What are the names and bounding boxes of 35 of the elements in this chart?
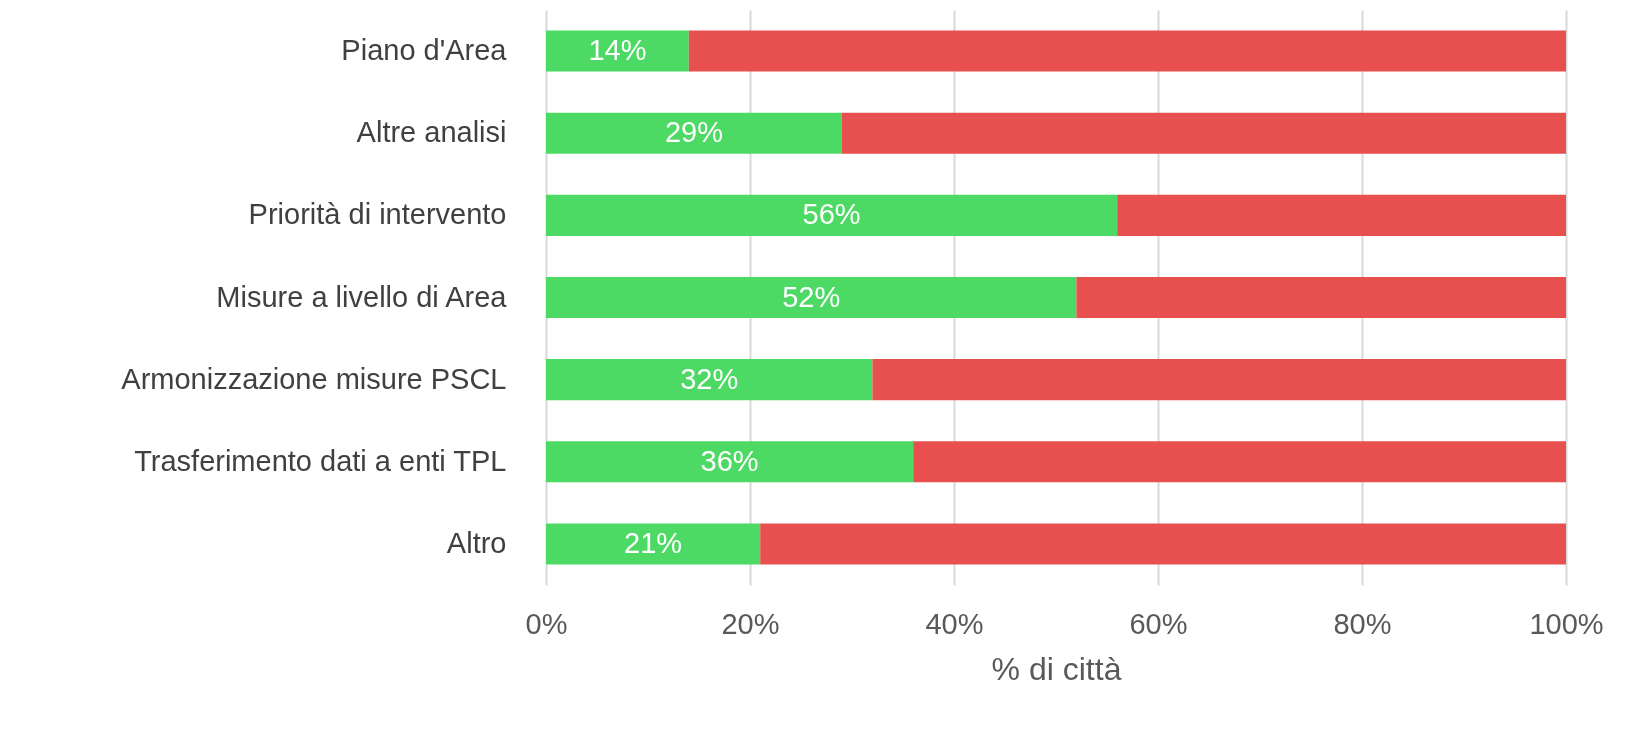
bar [546, 194, 1118, 236]
x-tick-label: 40% [925, 607, 984, 640]
x-tick-label: 60% [1129, 607, 1188, 640]
x-tick-label: 0% [525, 607, 568, 640]
bar [546, 276, 1077, 319]
y-tick-label: Altro [446, 526, 507, 559]
bar [1076, 276, 1566, 319]
y-tick-label: Trasferimento dati a enti TPL [134, 444, 507, 477]
y-tick-label: Piano d'Area [341, 34, 508, 67]
bar [546, 112, 842, 154]
y-tick-label: Misure a livello di Area [216, 280, 508, 313]
data-label: 21% [624, 526, 683, 559]
data-label: 56% [802, 198, 861, 231]
data-label: 36% [700, 444, 759, 477]
data-label: 29% [664, 116, 723, 149]
x-tick-label: 100% [1529, 607, 1604, 640]
bar [841, 112, 1566, 154]
bar [1117, 194, 1566, 236]
bar [760, 523, 1566, 565]
data-label: 14% [588, 34, 647, 67]
bar [546, 523, 761, 565]
data-label: 32% [680, 362, 739, 395]
bar [546, 359, 873, 401]
bar [872, 359, 1566, 401]
y-tick-label: Armonizzazione misure PSCL [121, 362, 507, 395]
y-tick-label: Altre analisi [356, 116, 507, 149]
bar [913, 441, 1566, 483]
x-axis-title: % di città [991, 650, 1122, 687]
bar [546, 441, 914, 483]
x-tick-label: 20% [721, 607, 780, 640]
bar [688, 30, 1566, 72]
data-label: 52% [782, 280, 841, 313]
x-tick-label: 80% [1333, 607, 1392, 640]
bar [546, 30, 689, 72]
y-tick-label: Priorità di intervento [248, 198, 507, 231]
